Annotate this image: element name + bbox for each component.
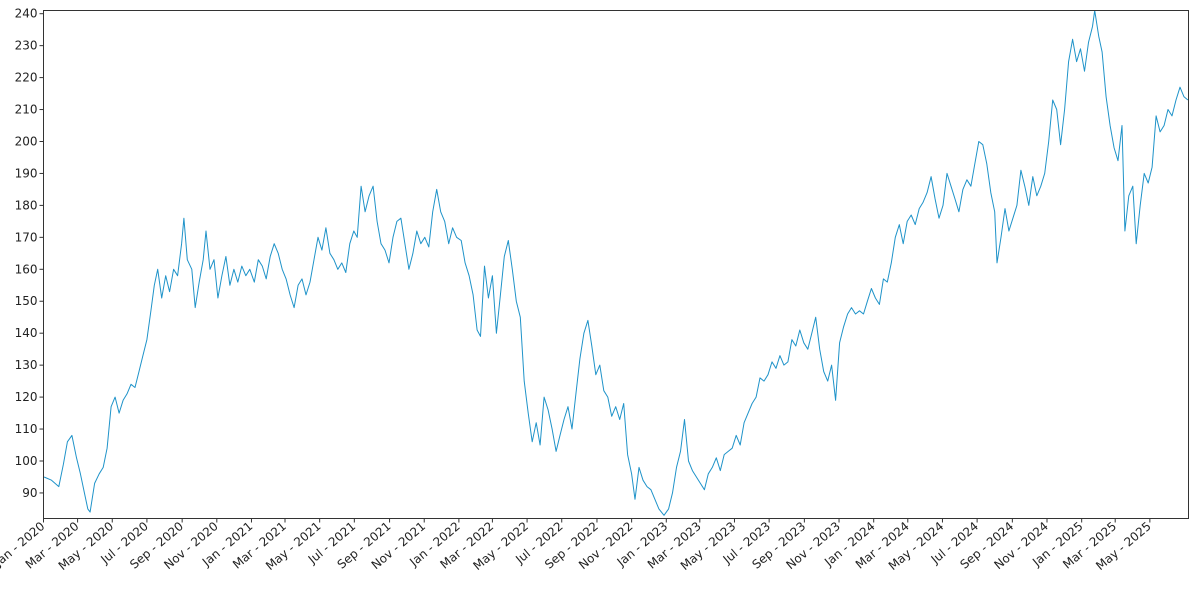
- y-tick-label: 110: [15, 422, 38, 436]
- y-tick-label: 180: [15, 198, 38, 212]
- y-tick-label: 150: [15, 294, 38, 308]
- y-tick-label: 160: [15, 262, 38, 276]
- y-tick-label: 190: [15, 166, 38, 180]
- y-tick-label: 200: [15, 134, 38, 148]
- y-tick-label: 240: [15, 7, 38, 21]
- y-axis: 90 100 110 120 130 140 150 160 170 180 190 200 210 22…: [15, 7, 44, 500]
- y-tick-label: 100: [15, 454, 38, 468]
- y-tick-label: 230: [15, 39, 38, 53]
- y-tick-label: 90: [22, 486, 37, 500]
- y-tick-label: 140: [15, 326, 38, 340]
- y-tick-label: 120: [15, 390, 38, 404]
- series-line: [43, 10, 1189, 516]
- y-tick-label: 220: [15, 71, 38, 85]
- y-tick-label: 130: [15, 358, 38, 372]
- y-tick-label: 170: [15, 230, 38, 244]
- y-tick-label: 210: [15, 103, 38, 117]
- series-line-group: [43, 10, 1189, 516]
- plot-frame: [43, 10, 1189, 519]
